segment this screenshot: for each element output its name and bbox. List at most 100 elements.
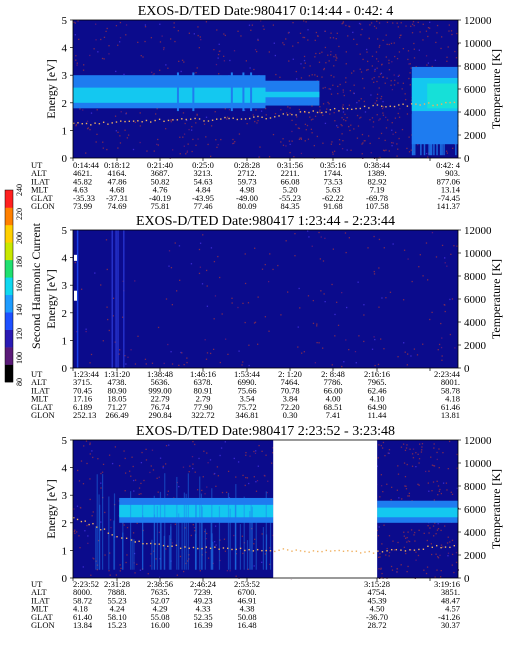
speckle	[382, 149, 385, 151]
temp-point	[440, 103, 443, 105]
speckle	[330, 54, 332, 56]
band-streak	[160, 520, 162, 570]
speckle	[152, 469, 155, 471]
speckle	[145, 448, 147, 451]
band-streak	[229, 508, 231, 570]
speckle	[227, 353, 229, 356]
temp-point	[286, 114, 289, 116]
colorbar-swatch	[5, 190, 13, 208]
speckle	[305, 129, 307, 131]
speckle	[94, 272, 96, 274]
speckle	[456, 32, 458, 35]
speckle	[224, 108, 226, 110]
speckle	[382, 100, 384, 103]
speckle	[415, 559, 417, 561]
speckle	[388, 59, 390, 61]
band-streak	[113, 493, 116, 570]
speckle	[179, 153, 181, 155]
speckle	[367, 247, 369, 249]
speckle	[287, 106, 289, 108]
speckle	[337, 324, 340, 326]
speckle	[191, 455, 194, 458]
speckle	[327, 101, 329, 104]
speckle	[185, 153, 187, 155]
speckle	[378, 568, 380, 570]
speckle	[243, 542, 246, 544]
edge-mark	[74, 290, 77, 301]
speckle	[217, 57, 219, 59]
band-streak	[163, 535, 165, 570]
ephemeris-value: 61.46	[441, 402, 460, 412]
temp-point	[419, 104, 421, 106]
ephemeris-value: 2712.	[237, 168, 256, 178]
y2-tick-label: 4000	[464, 527, 487, 539]
speckle	[205, 537, 207, 540]
temp-point	[253, 116, 255, 118]
speckle	[219, 454, 221, 457]
speckle	[190, 263, 193, 265]
speckle	[397, 541, 399, 544]
speckle	[95, 39, 97, 41]
ephemeris-value: 1:38:48	[147, 369, 173, 379]
temp-point	[244, 118, 247, 120]
band-streak	[250, 500, 252, 570]
speckle	[397, 473, 400, 475]
speckle	[261, 450, 263, 452]
ephemeris-value: 7888.	[107, 587, 126, 597]
speckle	[108, 45, 110, 47]
speckle	[120, 111, 122, 113]
speckle	[119, 564, 121, 566]
speckle	[390, 80, 392, 82]
speckle	[301, 352, 303, 354]
speckle	[336, 32, 338, 34]
temp-point	[261, 549, 263, 552]
speckle	[342, 22, 344, 24]
speckle	[206, 486, 208, 488]
speckle	[408, 151, 411, 153]
speckle	[234, 141, 236, 143]
speckle	[127, 356, 129, 358]
speckle	[383, 150, 386, 152]
ephemeris-row-label: GLON	[31, 620, 55, 630]
ephemeris-row-label: ILAT	[31, 385, 50, 395]
speckle	[396, 57, 399, 60]
speckle	[79, 108, 81, 110]
band-streak	[439, 113, 442, 156]
speckle	[150, 37, 153, 39]
ephemeris-row-label: ILAT	[31, 176, 50, 186]
band-streak	[428, 113, 430, 156]
speckle	[241, 535, 244, 537]
speckle	[328, 103, 330, 105]
temp-point	[409, 549, 411, 551]
speckle	[360, 116, 362, 118]
ephemeris-value: 877.06	[437, 176, 460, 186]
speckle	[76, 505, 79, 507]
speckle	[182, 570, 185, 573]
temp-point	[107, 123, 109, 125]
speckle	[181, 59, 184, 61]
speckle	[375, 27, 378, 29]
speckle	[274, 112, 277, 115]
temp-point	[232, 117, 234, 119]
speckle	[282, 42, 284, 44]
speckle	[388, 43, 390, 46]
speckle	[348, 104, 351, 106]
speckle	[417, 453, 419, 455]
speckle	[159, 23, 161, 25]
ephemeris-row-label: ALT	[31, 377, 48, 387]
speckle	[237, 30, 239, 32]
band-streak	[98, 494, 100, 570]
speckle	[304, 140, 306, 142]
speckle	[225, 491, 228, 494]
colorbar-swatch	[5, 329, 13, 348]
speckle	[303, 20, 305, 22]
ephemeris-value: -35.33	[73, 193, 95, 203]
speckle	[118, 353, 120, 355]
band-core	[73, 87, 266, 103]
speckle	[170, 119, 172, 121]
temp-point	[146, 542, 148, 545]
speckle	[335, 59, 337, 61]
speckle	[386, 43, 388, 46]
ephemeris-value: 4.29	[153, 604, 168, 614]
band-streak	[239, 524, 241, 570]
